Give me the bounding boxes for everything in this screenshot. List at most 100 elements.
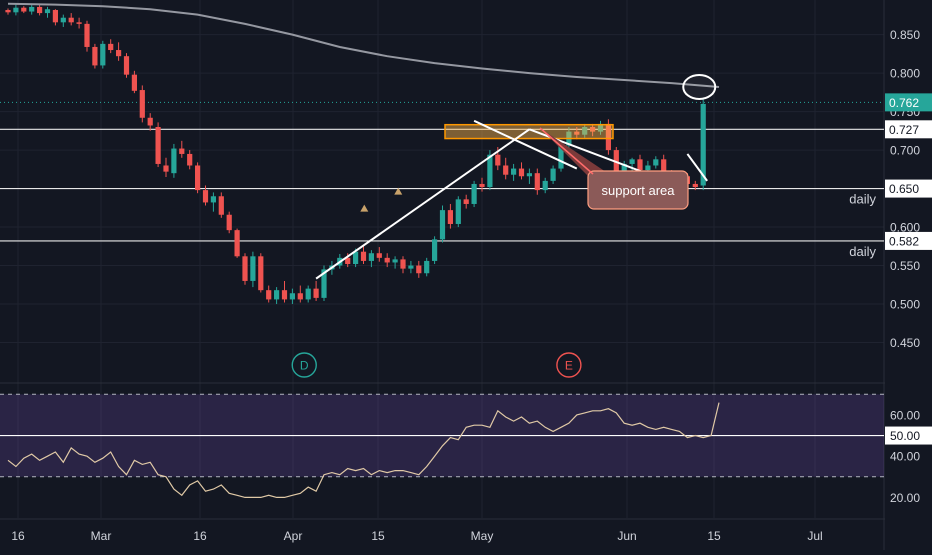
candle-body bbox=[274, 290, 280, 300]
price-tick-label: 0.850 bbox=[890, 28, 920, 42]
candle-body bbox=[590, 127, 596, 132]
candle bbox=[155, 122, 161, 168]
candle-body bbox=[44, 9, 51, 14]
candle bbox=[526, 168, 532, 184]
highlight-ellipse[interactable] bbox=[682, 73, 717, 100]
horizontal-levels[interactable]: daily daily bbox=[0, 101, 884, 259]
candle bbox=[305, 285, 311, 303]
price-tick-label: 0.700 bbox=[890, 144, 920, 158]
candle bbox=[84, 20, 90, 52]
candle bbox=[408, 260, 414, 274]
candle-body bbox=[353, 251, 359, 265]
candle bbox=[187, 150, 193, 170]
candle-body bbox=[629, 159, 635, 164]
candle-body bbox=[147, 117, 153, 126]
candle bbox=[195, 162, 201, 194]
time-axis[interactable]: 16 Mar 16 Apr 15 May Jun 15 Jul bbox=[11, 529, 822, 543]
candle bbox=[210, 192, 216, 212]
candle bbox=[479, 177, 485, 192]
drawings[interactable]: support area D E bbox=[291, 73, 717, 378]
candle bbox=[613, 147, 619, 175]
candle-body bbox=[155, 127, 161, 164]
candle-body bbox=[471, 183, 477, 204]
price-axis[interactable]: 0.8500.8000.7500.7000.6500.6000.5500.500… bbox=[885, 0, 932, 550]
candle-body bbox=[179, 148, 185, 154]
candle bbox=[242, 253, 248, 285]
level-price-tag[interactable] bbox=[885, 231, 932, 250]
candle-body bbox=[76, 22, 82, 24]
candle-body bbox=[479, 183, 485, 188]
candle-body bbox=[187, 153, 193, 166]
candle bbox=[289, 288, 295, 305]
callout-text: support area bbox=[602, 183, 676, 198]
candle-body bbox=[116, 50, 122, 57]
level-price-label: 0.650 bbox=[889, 182, 919, 196]
supply-zone-rectangle[interactable] bbox=[444, 123, 614, 140]
candle bbox=[250, 251, 256, 288]
candle bbox=[21, 6, 27, 14]
last-price-tag[interactable] bbox=[885, 93, 932, 112]
candle-body bbox=[487, 154, 493, 188]
candle-body bbox=[250, 256, 256, 281]
candle-body bbox=[637, 159, 643, 171]
candle bbox=[542, 177, 548, 194]
candle-body bbox=[400, 259, 406, 269]
candle bbox=[37, 4, 43, 16]
trendline-up[interactable] bbox=[315, 128, 530, 280]
candle-body bbox=[100, 43, 106, 66]
rsi-line bbox=[7, 402, 720, 498]
candle bbox=[108, 39, 114, 54]
event-marker-label: E bbox=[565, 359, 573, 373]
time-tick-label: Jun bbox=[617, 529, 636, 543]
candle-body bbox=[526, 173, 532, 177]
candle bbox=[202, 185, 209, 206]
candle bbox=[416, 260, 422, 278]
level-price-label: 0.727 bbox=[889, 123, 919, 137]
candle-body bbox=[518, 168, 525, 177]
candle-body bbox=[321, 269, 327, 298]
candle-body bbox=[139, 90, 145, 118]
candle-body bbox=[550, 168, 556, 181]
candle bbox=[44, 6, 51, 18]
candle-body bbox=[266, 290, 272, 300]
candle bbox=[226, 211, 232, 234]
candle bbox=[274, 287, 280, 305]
candle bbox=[266, 285, 272, 303]
candle-body bbox=[5, 10, 11, 13]
candle-body bbox=[653, 159, 659, 166]
candle bbox=[432, 236, 438, 265]
support-callout[interactable]: support area bbox=[539, 127, 689, 210]
event-marker[interactable] bbox=[291, 352, 317, 378]
candle bbox=[139, 85, 145, 123]
candle-body bbox=[621, 163, 627, 172]
last-price-label: 0.762 bbox=[889, 96, 919, 110]
level-price-tag[interactable] bbox=[885, 179, 932, 198]
time-tick-label: 16 bbox=[193, 529, 207, 543]
candle-body bbox=[163, 165, 169, 172]
candle-body bbox=[416, 265, 422, 274]
candle-body bbox=[511, 168, 517, 175]
candle bbox=[439, 205, 446, 243]
level-price-tag[interactable] bbox=[885, 120, 932, 139]
candle-body bbox=[60, 17, 66, 23]
candle bbox=[368, 250, 374, 268]
candle-body bbox=[226, 214, 232, 231]
candle bbox=[76, 17, 82, 29]
candle bbox=[574, 127, 580, 140]
candle bbox=[171, 143, 177, 178]
channel-line-short[interactable] bbox=[686, 153, 708, 182]
candle bbox=[653, 156, 659, 169]
candle-body bbox=[68, 17, 74, 23]
candle bbox=[92, 43, 98, 69]
candle bbox=[511, 163, 517, 181]
candle-body bbox=[455, 199, 461, 224]
time-tick-label: 15 bbox=[707, 529, 721, 543]
candle bbox=[297, 285, 303, 303]
event-marker[interactable] bbox=[556, 352, 582, 378]
candle-body bbox=[202, 190, 209, 203]
candle-body bbox=[503, 165, 509, 175]
candle bbox=[131, 70, 137, 94]
channel-line[interactable] bbox=[473, 119, 578, 170]
